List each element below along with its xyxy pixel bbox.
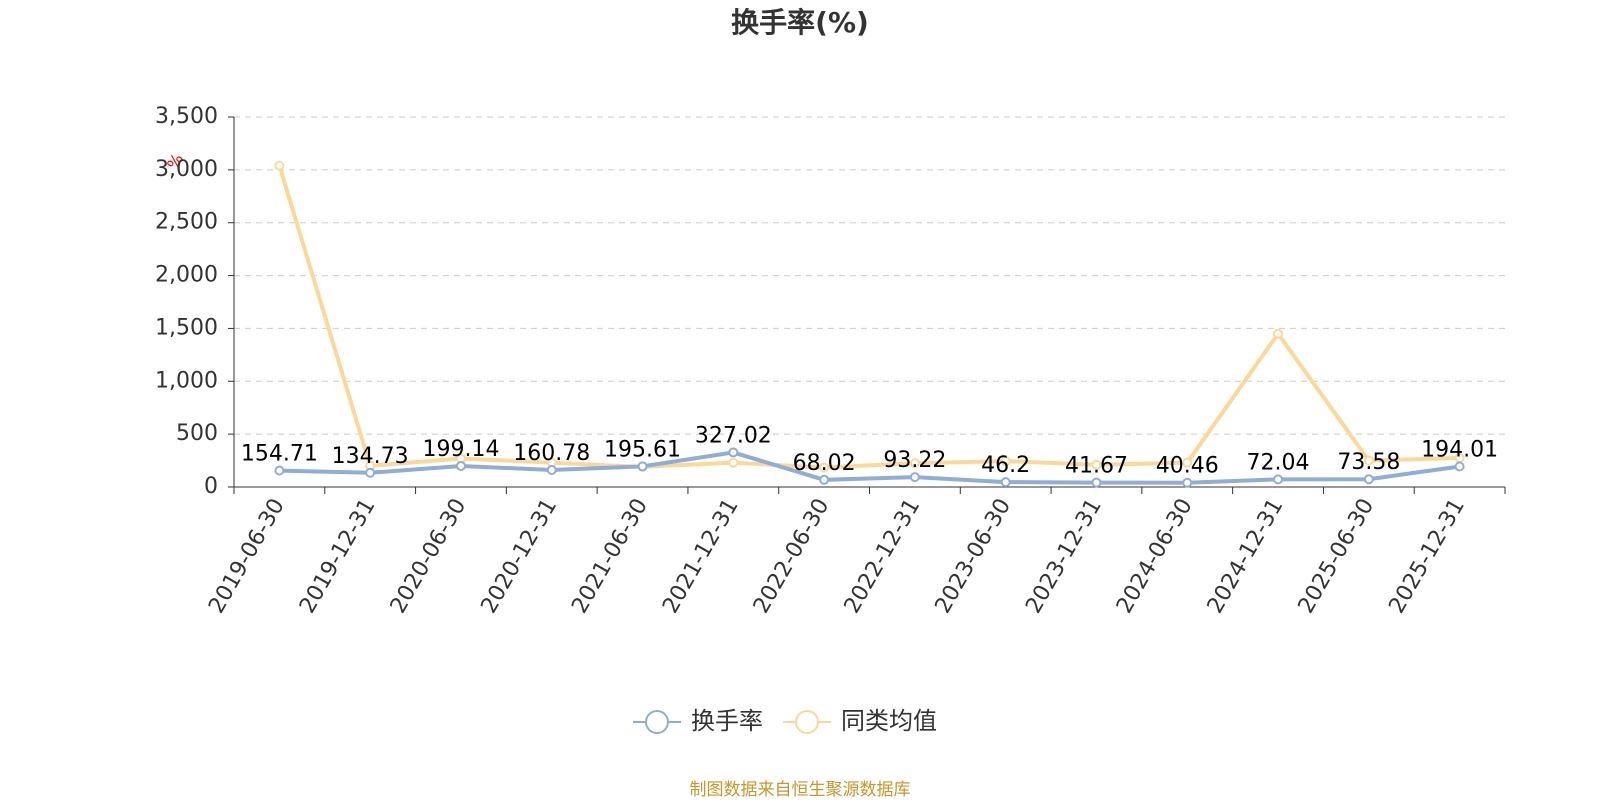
legend-symbol: [795, 710, 819, 734]
data-label: 72.04: [1247, 450, 1310, 475]
chart-title: 换手率(%): [731, 6, 869, 39]
point: [1363, 455, 1374, 466]
point: [274, 160, 285, 171]
data-label: 73.58: [1337, 450, 1400, 475]
y-tick-label: 2,000: [155, 263, 218, 288]
data-label: 195.61: [604, 437, 681, 462]
x-tick-label: 2022-12-31: [840, 494, 926, 617]
point: [1091, 477, 1102, 488]
x-tick-label: 2021-12-31: [658, 495, 744, 618]
point: [909, 472, 920, 483]
y-tick-label: 2,500: [155, 210, 218, 235]
point: [637, 461, 648, 472]
y-tick-label: 3,500: [155, 104, 218, 129]
point: [1000, 456, 1011, 467]
point: [1363, 474, 1374, 485]
data-label: 194.01: [1421, 437, 1498, 462]
point: [546, 465, 557, 476]
data-label: 327.02: [695, 423, 772, 448]
x-tick-label: 2020-06-30: [386, 495, 472, 618]
point: [1273, 328, 1284, 339]
x-tick-label: 2021-06-30: [567, 495, 653, 618]
y-tick-label: 500: [176, 421, 218, 446]
x-tick-label: 2025-06-30: [1294, 495, 1380, 618]
point: [1182, 457, 1193, 468]
source-note: 制图数据来自恒生聚源数据库: [690, 780, 911, 800]
x-tick-label: 2019-12-31: [295, 495, 381, 618]
x-tick-label: 2023-06-30: [930, 495, 1016, 618]
x-tick-label: 2024-12-31: [1203, 495, 1289, 618]
data-label: 160.78: [513, 441, 590, 466]
point: [819, 474, 830, 485]
x-tick-label: 2024-06-30: [1112, 495, 1198, 618]
x-tick-label: 2019-06-30: [204, 495, 290, 618]
point: [455, 460, 466, 471]
point: [1273, 474, 1284, 485]
point: [1182, 477, 1193, 488]
legend-item: 同类均值: [783, 707, 937, 735]
point: [819, 462, 830, 473]
point: [274, 465, 285, 476]
x-tick-label: 2020-12-31: [477, 495, 563, 618]
data-label: 68.02: [793, 451, 856, 476]
point: [1000, 477, 1011, 488]
legend-label: 换手率: [691, 707, 763, 735]
x-tick-label: 2025-12-31: [1384, 495, 1470, 618]
point: [1454, 461, 1465, 472]
point: [728, 457, 739, 468]
series-line: [277, 165, 1460, 470]
y-tick-label: 3,000: [155, 157, 218, 182]
data-label: 134.73: [332, 444, 409, 469]
point: [909, 458, 920, 469]
y-tick-label: 1,500: [155, 315, 218, 340]
data-label: 93.22: [883, 448, 946, 473]
y-tick-label: 1,000: [155, 368, 218, 393]
point: [728, 447, 739, 458]
y-tick-label: 0: [204, 474, 218, 499]
legend-symbol: [645, 710, 669, 734]
legend-label: 同类均值: [841, 707, 937, 735]
data-label: 154.71: [241, 442, 318, 467]
x-tick-label: 2022-06-30: [749, 495, 835, 618]
data-label: 41.67: [1065, 454, 1128, 479]
data-label: 40.46: [1156, 454, 1219, 479]
point: [1091, 459, 1102, 470]
legend-item: 换手率: [633, 707, 763, 735]
data-label: 46.2: [981, 453, 1030, 478]
data-label: 199.14: [422, 437, 499, 462]
x-tick-label: 2023-12-31: [1021, 495, 1107, 618]
point: [365, 467, 376, 478]
series-line: [279, 450, 1460, 485]
